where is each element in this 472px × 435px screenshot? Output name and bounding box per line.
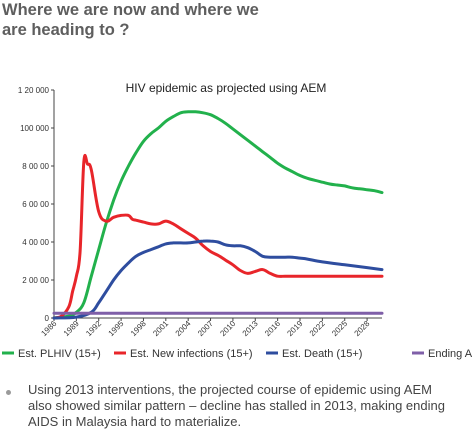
series-line-1 xyxy=(52,110,384,320)
x-tick-label: 1998 xyxy=(129,319,148,338)
x-tick-label: 1995 xyxy=(107,319,126,338)
y-tick-label: 1 20 000 xyxy=(18,86,50,95)
legend-label-2: Est. New infections (15+) xyxy=(130,348,253,360)
y-tick-label: 4 00 00 xyxy=(22,238,49,247)
heading-line-2: are heading to ? xyxy=(2,21,130,39)
heading-line-1: Where we are now and where we xyxy=(2,1,259,19)
y-tick-label: 100 000 xyxy=(20,124,49,133)
x-tick-label: 1986 xyxy=(39,319,58,338)
x-tick-label: 2004 xyxy=(174,319,193,338)
x-tick-label: 1989 xyxy=(62,319,81,338)
bullet-text: Using 2013 interventions, the projected … xyxy=(28,382,445,429)
y-tick-label: 0 xyxy=(45,314,50,323)
x-tick-label: 2010 xyxy=(218,319,237,338)
y-tick-label: 8 00 00 xyxy=(22,162,49,171)
x-tick-label: 1992 xyxy=(84,319,103,338)
x-tick-label: 2016 xyxy=(263,319,282,338)
series-line-3 xyxy=(52,239,384,320)
y-tick-label: 6 00 00 xyxy=(22,200,49,209)
legend-label-1: Est. PLHIV (15+) xyxy=(18,348,101,360)
legend-label-3: Est. Death (15+) xyxy=(282,348,362,360)
x-tick-label: 2001 xyxy=(151,319,170,338)
bullet-dot-icon xyxy=(6,390,11,395)
chart-title: HIV epidemic as projected using AEM xyxy=(126,81,327,95)
x-tick-label: 2028 xyxy=(353,319,372,338)
x-tick-label: 2025 xyxy=(330,319,349,338)
series-line-2 xyxy=(52,154,384,320)
x-tick-label: 2019 xyxy=(285,319,304,338)
y-tick-label: 2 00 00 xyxy=(22,276,49,285)
hiv-projection-chart: HIV epidemic as projected using AEM 0 2 00… xyxy=(2,81,472,360)
page-heading: Where we are now and where we are headin… xyxy=(2,0,332,40)
legend-label-4: Ending AIDS xyxy=(428,348,472,360)
x-tick-label: 2022 xyxy=(308,319,327,338)
x-tick-label: 2007 xyxy=(196,319,215,338)
x-tick-label: 2013 xyxy=(241,319,260,338)
